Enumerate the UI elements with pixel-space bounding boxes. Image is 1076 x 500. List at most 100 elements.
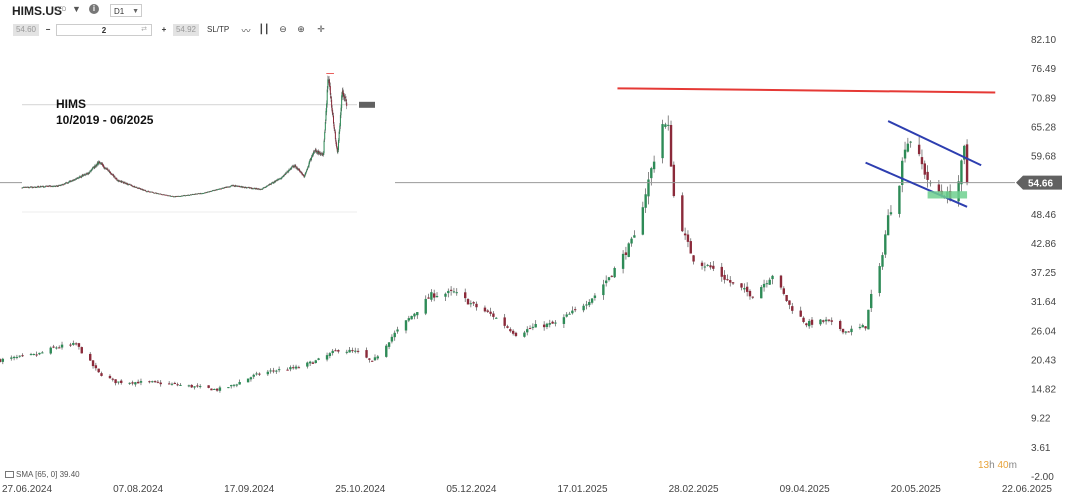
inset-candle-body: [87, 173, 89, 175]
candle-body: [650, 168, 653, 179]
inset-candle-body: [334, 131, 336, 140]
inset-candle-body: [180, 196, 182, 197]
candle-body: [881, 255, 884, 267]
inset-candle-body: [337, 149, 339, 153]
inset-candle-body: [181, 195, 183, 197]
x-tick-label: 20.05.2025: [891, 484, 941, 495]
info-icon[interactable]: i: [89, 4, 99, 14]
candle-body: [726, 279, 729, 281]
inset-candle-body: [140, 188, 142, 190]
inset-candle-body: [320, 154, 322, 155]
inset-candle-body: [115, 178, 117, 179]
inset-candle-body: [241, 186, 243, 188]
inset-candle-body: [281, 176, 283, 179]
quantity-input[interactable]: 2: [56, 24, 152, 36]
candle-body: [613, 268, 616, 278]
inset-candle-body: [106, 168, 108, 170]
line-chart-icon[interactable]: 〰: [241, 26, 251, 36]
candle-body: [729, 280, 732, 283]
swap-icon[interactable]: ⇄: [141, 26, 147, 33]
inset-candle-body: [212, 190, 214, 192]
inset-candle-body: [250, 187, 252, 189]
buy-button[interactable]: 54.92: [173, 24, 199, 36]
candles-icon[interactable]: ┃┃: [258, 24, 270, 34]
candle-body: [917, 144, 921, 155]
inset-candle-body: [167, 195, 169, 197]
candle-body: [390, 336, 394, 342]
inset-candle-body: [187, 194, 189, 196]
inset-candle-body: [105, 168, 107, 169]
inset-candle-body: [93, 166, 95, 169]
inset-candle-body: [263, 187, 265, 189]
candle-body: [289, 367, 292, 370]
inset-candle-body: [327, 80, 329, 81]
candle-body: [723, 274, 726, 280]
inset-candle-body: [96, 162, 98, 166]
sell-button[interactable]: 54.60: [13, 24, 39, 36]
timeframe-select[interactable]: D1 ▼: [110, 4, 142, 17]
symbol-selector[interactable]: HIMS.US: [12, 4, 63, 18]
candle-body: [709, 265, 712, 268]
quantity-increase-button[interactable]: +: [161, 25, 167, 34]
inset-candle-body: [45, 185, 47, 187]
inset-candle-body: [73, 179, 75, 181]
inset-candle-body: [302, 174, 304, 176]
inset-candle-body: [167, 195, 169, 197]
inset-candle-body: [29, 187, 31, 189]
inset-candle-body: [50, 185, 52, 187]
x-axis: 27.06.2024 07.08.2024 17.09.2024 25.10.2024…: [2, 484, 1052, 495]
inset-candle-body: [62, 184, 64, 186]
inset-candle-body: [324, 122, 326, 131]
candle-body: [604, 280, 608, 284]
inset-candle-body: [310, 159, 312, 160]
candle-body: [937, 184, 941, 192]
inset-candle-body: [202, 193, 204, 194]
candle-body: [573, 309, 577, 311]
candle-body: [111, 378, 114, 380]
candle-body: [901, 160, 904, 185]
inset-candle-body: [39, 187, 41, 188]
candle-body: [114, 379, 117, 384]
crosshair-icon[interactable]: ✛: [317, 24, 325, 34]
candle-body: [139, 381, 143, 383]
zoom-out-icon[interactable]: ⊖: [279, 24, 287, 34]
inset-candle-body: [109, 172, 111, 173]
inset-candle-body: [41, 186, 43, 188]
quantity-decrease-button[interactable]: −: [45, 25, 51, 34]
candle-body: [822, 320, 825, 322]
symbol-dropdown-icon[interactable]: ▼: [72, 4, 81, 14]
inset-candle-body: [165, 194, 167, 196]
candle-body: [483, 307, 487, 312]
candle-body: [210, 388, 213, 391]
inset-candle-body: [196, 193, 198, 195]
inset-candle-body: [290, 168, 292, 170]
inset-candle-body: [275, 180, 277, 181]
inset-candle-body: [250, 187, 252, 189]
inset-candle-body: [111, 174, 113, 176]
inset-candle-body: [215, 189, 217, 191]
inset-candle-body: [66, 182, 68, 184]
candle-body: [416, 312, 419, 316]
zoom-in-icon[interactable]: ⊕: [297, 24, 305, 34]
inset-candle-body: [49, 185, 51, 187]
candle-body: [509, 329, 512, 332]
indicator-settings-icon[interactable]: [5, 471, 14, 479]
inset-candle-body: [72, 180, 74, 182]
candle-body: [345, 351, 348, 353]
candle-body: [731, 282, 735, 284]
sma-indicator-label[interactable]: SMA [65, 0] 39.40: [5, 470, 80, 479]
inset-candle-body: [143, 190, 145, 191]
candle-body: [370, 360, 374, 362]
inset-candle-body: [224, 187, 226, 189]
candle-body: [652, 161, 656, 170]
candle-body: [799, 310, 802, 317]
candle-body: [588, 302, 591, 306]
candle-body: [551, 321, 554, 324]
inset-candle-body: [128, 184, 130, 185]
inset-candle-body: [242, 186, 244, 188]
candle-body: [235, 384, 239, 386]
inset-candle-body: [300, 172, 302, 174]
candle-body: [571, 310, 574, 314]
sl-tp-button[interactable]: SL/TP: [207, 25, 230, 34]
